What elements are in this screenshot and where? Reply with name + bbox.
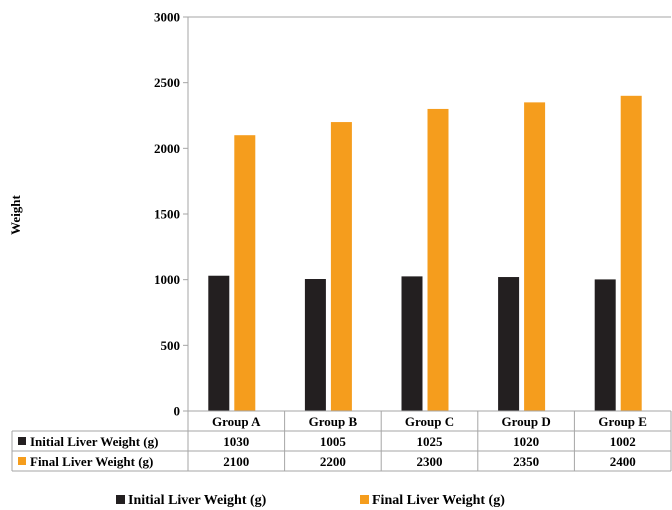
bar-initial-4 [498, 277, 520, 411]
legend-swatch [116, 495, 125, 504]
table-cell-value: 2300 [417, 454, 443, 469]
legend-label: Initial Liver Weight (g) [128, 493, 267, 508]
y-tick-label: 2000 [154, 141, 180, 156]
table-row-label: Final Liver Weight (g) [30, 454, 153, 469]
legend-swatch [360, 495, 369, 504]
table-legend-key [18, 437, 26, 445]
y-tick-label: 2500 [154, 75, 180, 90]
table-row-label: Initial Liver Weight (g) [30, 434, 158, 449]
y-tick-label: 0 [174, 404, 181, 419]
table-cell-value: 2400 [610, 454, 636, 469]
y-tick-label: 1500 [154, 207, 180, 222]
table-cell-value: 1020 [513, 434, 539, 449]
bar-final-4 [524, 102, 546, 411]
y-tick-label: 500 [161, 338, 181, 353]
legend: Initial Liver Weight (g) Final Liver Weig… [116, 493, 505, 508]
y-axis: 0 500 1000 1500 2000 2500 3000 [154, 10, 671, 419]
x-tick-label: Group D [501, 414, 550, 429]
bar-initial-5 [594, 279, 616, 411]
x-tick-label: Group E [598, 414, 647, 429]
table-cell-value: 2200 [320, 454, 346, 469]
table-cell-value: 1002 [610, 434, 636, 449]
table-cell-value: 1005 [320, 434, 347, 449]
table-cell-value: 2100 [223, 454, 249, 469]
data-table: Group A Group B Group C Group D Group E Initi… [11, 410, 672, 472]
bar-series [208, 95, 642, 412]
y-tick-label: 1000 [154, 272, 180, 287]
bar-final-2 [330, 122, 352, 412]
x-tick-label: Group B [309, 414, 358, 429]
table-cell-value: 2350 [513, 454, 539, 469]
table-cell-value: 1025 [417, 434, 444, 449]
bar-final-3 [427, 108, 449, 411]
bar-initial-2 [304, 279, 326, 411]
x-tick-label: Group C [405, 414, 454, 429]
bar-final-1 [234, 135, 256, 411]
table-legend-key [18, 457, 26, 465]
x-tick-label: Group A [212, 414, 261, 429]
bar-final-5 [620, 95, 642, 412]
bar-initial-1 [208, 275, 230, 411]
bar-initial-3 [401, 276, 423, 411]
legend-label: Final Liver Weight (g) [372, 493, 505, 508]
table-cell-value: 1030 [223, 434, 249, 449]
y-axis-label: Weight [8, 194, 23, 234]
y-tick-label: 3000 [154, 10, 180, 25]
